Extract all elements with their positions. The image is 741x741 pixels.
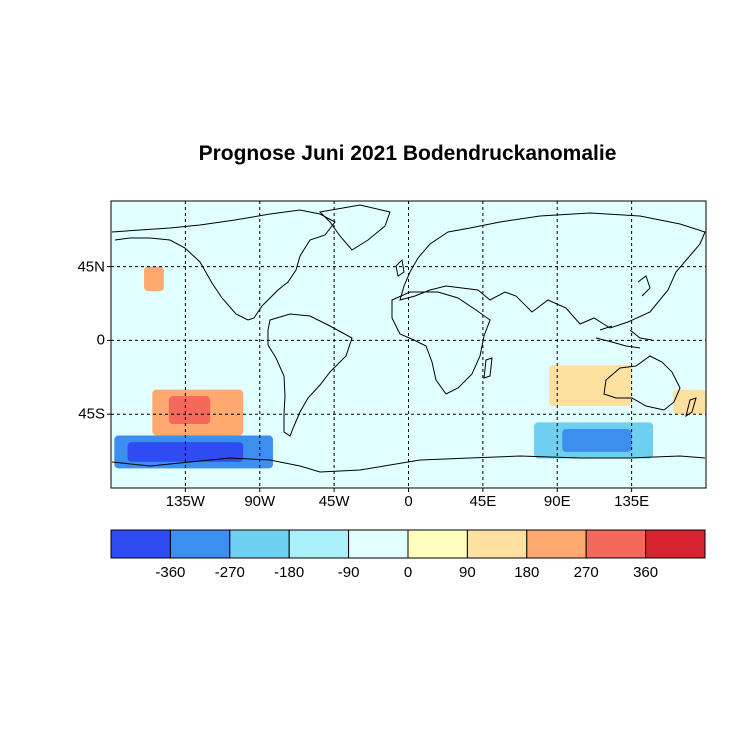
coastline-australia — [603, 355, 681, 411]
lon-tick-label: 90E — [543, 493, 571, 510]
anomaly-region — [144, 266, 164, 292]
colorbar-tick-label: 360 — [633, 564, 659, 581]
colorbar — [110, 529, 706, 559]
coastline-africa — [391, 291, 491, 395]
coastline-antarctica — [111, 455, 706, 473]
lon-tick-label: 45E — [469, 493, 497, 510]
colorbar-swatch — [645, 529, 706, 559]
colorbar-swatch — [348, 529, 409, 559]
anomaly-field — [111, 201, 706, 488]
colorbar-tick-label: -270 — [214, 564, 245, 581]
lon-tick-label: 135W — [165, 493, 205, 510]
anomaly-region — [168, 396, 211, 425]
chart-title: Prognose Juni 2021 Bodendruckanomalie — [198, 142, 617, 165]
colorbar-swatch — [526, 529, 587, 559]
colorbar-tick-label: -90 — [337, 564, 360, 581]
colorbar-swatch — [288, 529, 350, 559]
colorbar-swatch — [585, 529, 647, 559]
axis-ticks — [107, 266, 633, 492]
colorbar-tick-label: 180 — [514, 564, 540, 581]
lat-tick-label: 45S — [78, 405, 105, 423]
lat-tick-label: 0 — [96, 331, 105, 349]
coastline-north-america — [111, 209, 336, 321]
colorbar-swatch — [466, 529, 528, 559]
colorbar-swatch — [169, 529, 231, 559]
colorbar-swatch — [110, 529, 171, 559]
colorbar-swatch — [407, 529, 468, 559]
coastline-madagascar — [483, 357, 493, 379]
colorbar-tick-label: 0 — [403, 564, 413, 581]
coastline-japan — [637, 275, 651, 297]
colorbar-swatch — [229, 529, 290, 559]
colorbar-tick-label: -180 — [274, 564, 305, 581]
lon-tick-label: 45W — [318, 493, 350, 510]
anomaly-region — [127, 442, 244, 462]
lon-tick-label: 90W — [244, 493, 276, 510]
anomaly-region — [562, 428, 632, 452]
colorbar-tick-label: 90 — [459, 564, 476, 581]
lon-tick-label: 135E — [614, 493, 650, 510]
colorbar-tick-label: 270 — [573, 564, 599, 581]
lon-tick-label: 0 — [404, 493, 413, 510]
anomaly-region — [548, 365, 632, 406]
coastline-uk — [395, 258, 405, 277]
coastline-new-zealand — [685, 397, 697, 418]
coastline-eurasia — [399, 212, 706, 329]
coastline-greenland — [318, 204, 391, 251]
lat-tick-label: 45N — [77, 258, 105, 276]
colorbar-tick-label: -360 — [155, 564, 186, 581]
